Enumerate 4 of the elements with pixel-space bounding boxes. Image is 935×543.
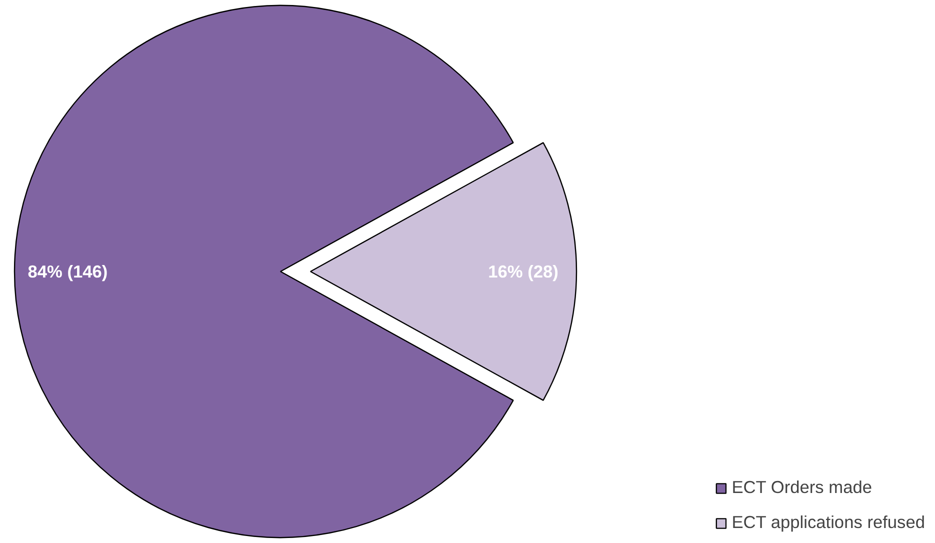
- data-label: 84% (146): [28, 262, 108, 282]
- legend-label: ECT Orders made: [732, 477, 872, 498]
- legend-label: ECT applications refused: [732, 512, 925, 533]
- data-label: 16% (28): [488, 262, 558, 282]
